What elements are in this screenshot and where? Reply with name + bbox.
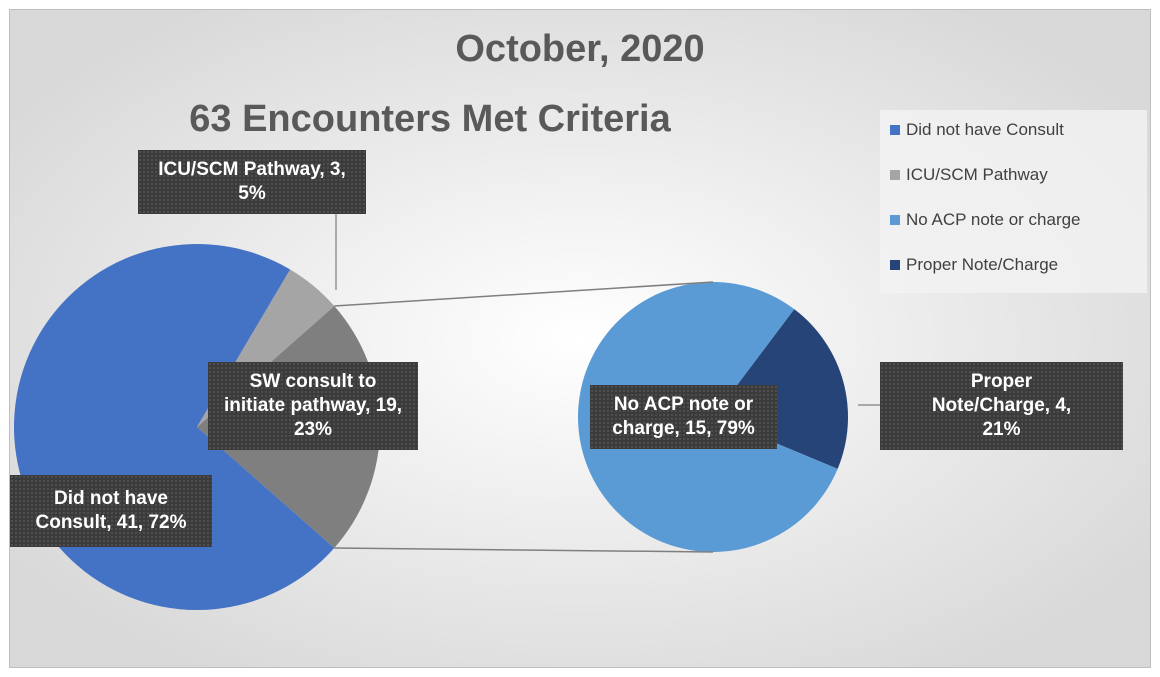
legend-label: No ACP note or charge bbox=[906, 210, 1081, 229]
legend-item: Did not have Consult bbox=[890, 120, 1064, 140]
legend-item: ICU/SCM Pathway bbox=[890, 165, 1048, 185]
legend-label: ICU/SCM Pathway bbox=[906, 165, 1048, 184]
chart-subtitle: 63 Encounters Met Criteria bbox=[189, 98, 671, 140]
data-label: No ACP note or charge, 15, 79% bbox=[590, 385, 777, 449]
legend-label: Proper Note/Charge bbox=[906, 255, 1059, 274]
legend-swatch bbox=[890, 215, 900, 225]
data-label: Did not have Consult, 41, 72% bbox=[10, 475, 212, 547]
data-label: SW consult to initiate pathway, 19, 23% bbox=[208, 362, 418, 450]
legend-item: No ACP note or charge bbox=[890, 210, 1081, 230]
data-label: Proper Note/Charge, 4, 21% bbox=[880, 362, 1123, 450]
legend-box bbox=[880, 110, 1147, 293]
connector-line bbox=[334, 547, 714, 553]
legend-item: Proper Note/Charge bbox=[890, 255, 1058, 275]
connector-line bbox=[334, 281, 714, 307]
legend-swatch bbox=[890, 170, 900, 180]
chart-title: October, 2020 bbox=[455, 28, 705, 70]
legend-swatch bbox=[890, 260, 900, 270]
legend-label: Did not have Consult bbox=[906, 120, 1064, 139]
legend-swatch bbox=[890, 125, 900, 135]
data-label: ICU/SCM Pathway, 3, 5% bbox=[138, 150, 366, 214]
